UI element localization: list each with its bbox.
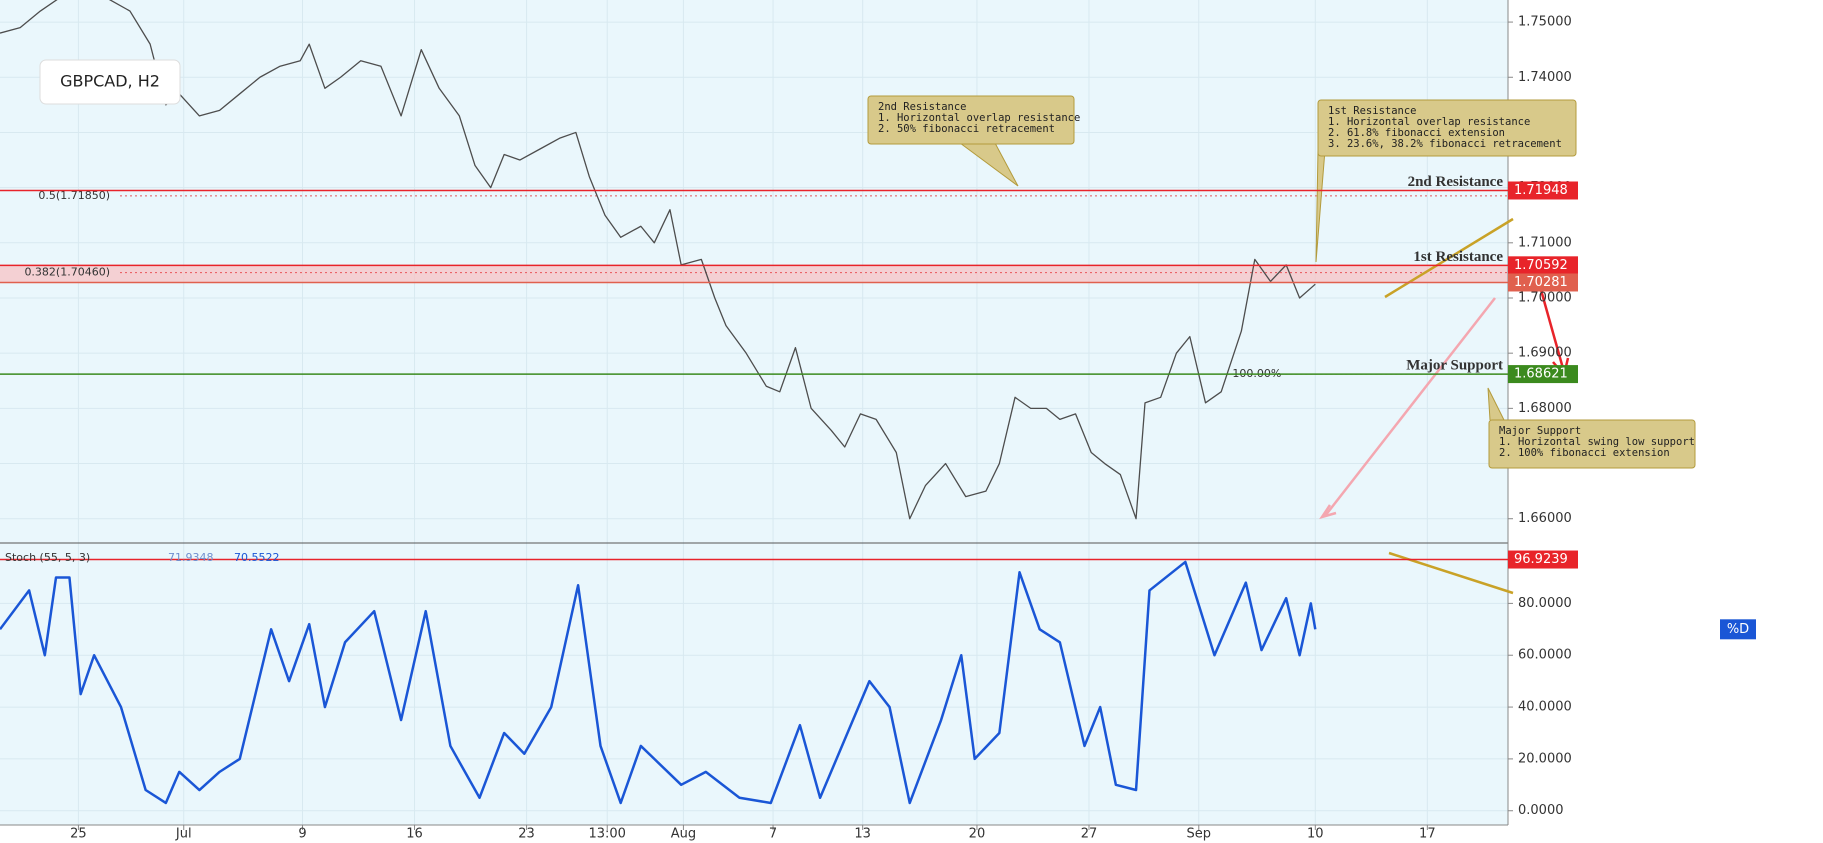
callout-pointer [1487, 387, 1505, 421]
series-line [0, 0, 1316, 520]
level-tag [1508, 550, 1578, 569]
price-tag [1508, 365, 1578, 384]
price-tag [1508, 256, 1578, 275]
price-tag [1508, 273, 1578, 292]
x-tick-label: 16 [406, 827, 423, 842]
fib-label: 0.382(1.70460) [24, 266, 110, 279]
x-tick-label: Sep [1187, 827, 1212, 842]
x-tick-label: 7 [769, 827, 777, 842]
arrow-head [1319, 504, 1337, 520]
symbol-box [39, 59, 181, 105]
annotation-box [1317, 99, 1577, 157]
x-tick-label: 27 [1081, 827, 1098, 842]
y-tick-label: 80.0000 [1518, 596, 1572, 611]
level-label: 2nd Resistance [1408, 174, 1504, 190]
resistance-zone [0, 265, 1508, 283]
indicator-readout: 71.9348 [168, 551, 214, 564]
y-tick-label: 1.66000 [1518, 511, 1572, 526]
indicator-readout: 70.5522 [234, 551, 280, 564]
annotation-title: 1st Resistance [1328, 105, 1417, 117]
y-tick-label: 1.69000 [1518, 346, 1572, 361]
annotation-line: 3. 23.6%, 38.2% fibonacci retracement [1328, 138, 1562, 150]
annotation-title: 2nd Resistance [878, 101, 967, 113]
x-tick-label: Aug [671, 827, 696, 842]
y-tick-label: 40.0000 [1518, 700, 1572, 715]
trend-line [1324, 297, 1496, 517]
x-tick-label: 23 [518, 827, 535, 842]
y-tick-label: 1.71000 [1518, 235, 1572, 250]
y-tick-label: 1.68000 [1518, 401, 1572, 416]
x-tick-label: 9 [298, 827, 306, 842]
symbol-title: GBPCAD, H2 [60, 72, 160, 91]
level-tag-label: 96.9239 [1514, 552, 1568, 567]
x-tick-label: 17 [1419, 827, 1436, 842]
fib-label: 0.5(1.71850) [38, 189, 110, 202]
trend-line [1384, 217, 1514, 299]
annotation-line: 1. Horizontal overlap resistance [1328, 116, 1530, 128]
level-label: Major Support [1406, 358, 1503, 374]
x-tick-label: 13 [854, 827, 871, 842]
indicator-name: Stoch (55, 5, 3) [5, 551, 90, 564]
x-tick-label: 20 [969, 827, 986, 842]
price-tag-label: 1.70592 [1514, 258, 1568, 273]
overlay: 1.660001.670001.680001.690001.700001.710… [0, 15, 1756, 842]
level-label: 1st Resistance [1413, 249, 1503, 265]
price-tag-label: 1.68621 [1514, 367, 1568, 382]
x-tick-label: 25 [70, 827, 87, 842]
annotation-line: 2. 100% fibonacci extension [1499, 447, 1670, 459]
y-tick-label: 0.0000 [1518, 803, 1564, 818]
annotation-line: 2. 61.8% fibonacci extension [1328, 127, 1505, 139]
callout-pointer [1315, 149, 1326, 263]
x-tick-label: 10 [1307, 827, 1324, 842]
series-line [0, 560, 1317, 805]
x-tick-label: 13:00 [588, 827, 625, 842]
annotation-box [867, 95, 1075, 145]
x-tick-label: Jul [175, 827, 192, 842]
annotation-title: Major Support [1499, 425, 1581, 437]
price-tag-label: 1.70281 [1514, 275, 1568, 290]
annotation-line: 2. 50% fibonacci retracement [878, 123, 1055, 135]
y-tick-label: 1.74000 [1518, 70, 1572, 85]
callout-pointer [959, 142, 1019, 187]
y-tick-label: 20.0000 [1518, 751, 1572, 766]
annotation-line: 1. Horizontal swing low support [1499, 436, 1695, 448]
y-tick-label: 60.0000 [1518, 648, 1572, 663]
series-tag [1720, 619, 1756, 640]
y-tick-label: 1.75000 [1518, 15, 1572, 30]
y-tick-label: 1.70000 [1518, 290, 1572, 305]
annotation-line: 1. Horizontal overlap resistance [878, 112, 1080, 124]
series-tag-label: %D [1727, 622, 1749, 637]
annotation-box [1488, 419, 1696, 469]
price-tag [1508, 181, 1578, 200]
price-tag-label: 1.71948 [1514, 183, 1568, 198]
bottom-area [0, 825, 1823, 843]
